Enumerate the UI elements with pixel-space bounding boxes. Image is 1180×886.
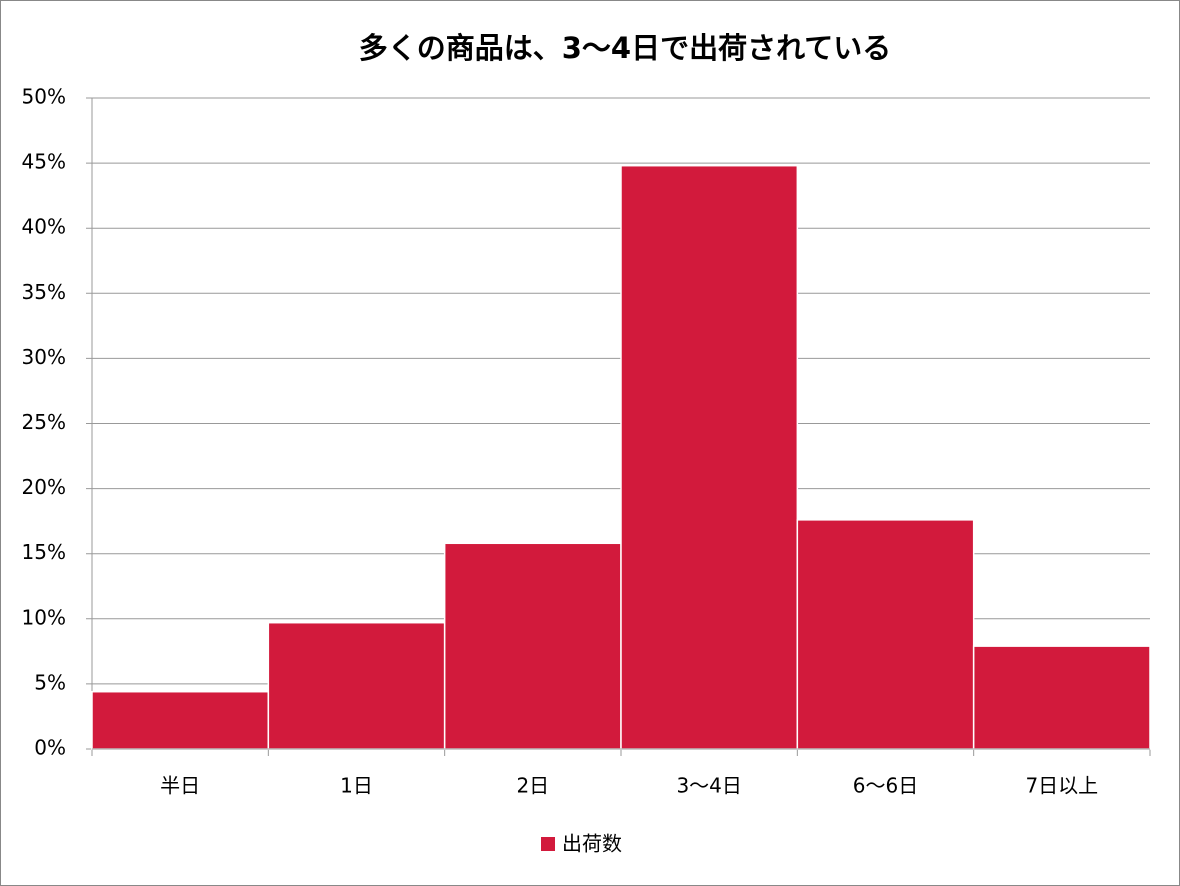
y-tick-label: 40% bbox=[22, 215, 66, 239]
chart-title: 多くの商品は、3〜4日で出荷されている bbox=[359, 31, 892, 65]
bar bbox=[267, 621, 446, 750]
legend-label: 出荷数 bbox=[562, 832, 622, 856]
bar bbox=[972, 645, 1151, 750]
x-tick-label: 3〜4日 bbox=[676, 774, 741, 798]
legend-swatch bbox=[541, 837, 555, 851]
y-tick-label: 30% bbox=[22, 345, 66, 369]
x-tick-label: 1日 bbox=[340, 774, 373, 798]
y-tick-label: 0% bbox=[34, 736, 66, 760]
y-tick-label: 25% bbox=[22, 410, 66, 434]
x-tick-label: 7日以上 bbox=[1025, 774, 1098, 798]
y-tick-label: 5% bbox=[34, 670, 66, 694]
bar bbox=[620, 164, 799, 750]
x-tick-label: 2日 bbox=[516, 774, 549, 798]
bar bbox=[91, 690, 270, 750]
y-tick-label: 20% bbox=[22, 475, 66, 499]
y-tick-label: 50% bbox=[22, 85, 66, 109]
bar bbox=[796, 519, 975, 750]
x-tick-label: 6〜6日 bbox=[853, 774, 918, 798]
y-tick-label: 45% bbox=[22, 150, 66, 174]
y-tick-label: 10% bbox=[22, 605, 66, 629]
x-tick-label: 半日 bbox=[160, 774, 200, 798]
y-tick-label: 35% bbox=[22, 280, 66, 304]
bar bbox=[443, 542, 622, 750]
y-tick-label: 15% bbox=[22, 540, 66, 564]
